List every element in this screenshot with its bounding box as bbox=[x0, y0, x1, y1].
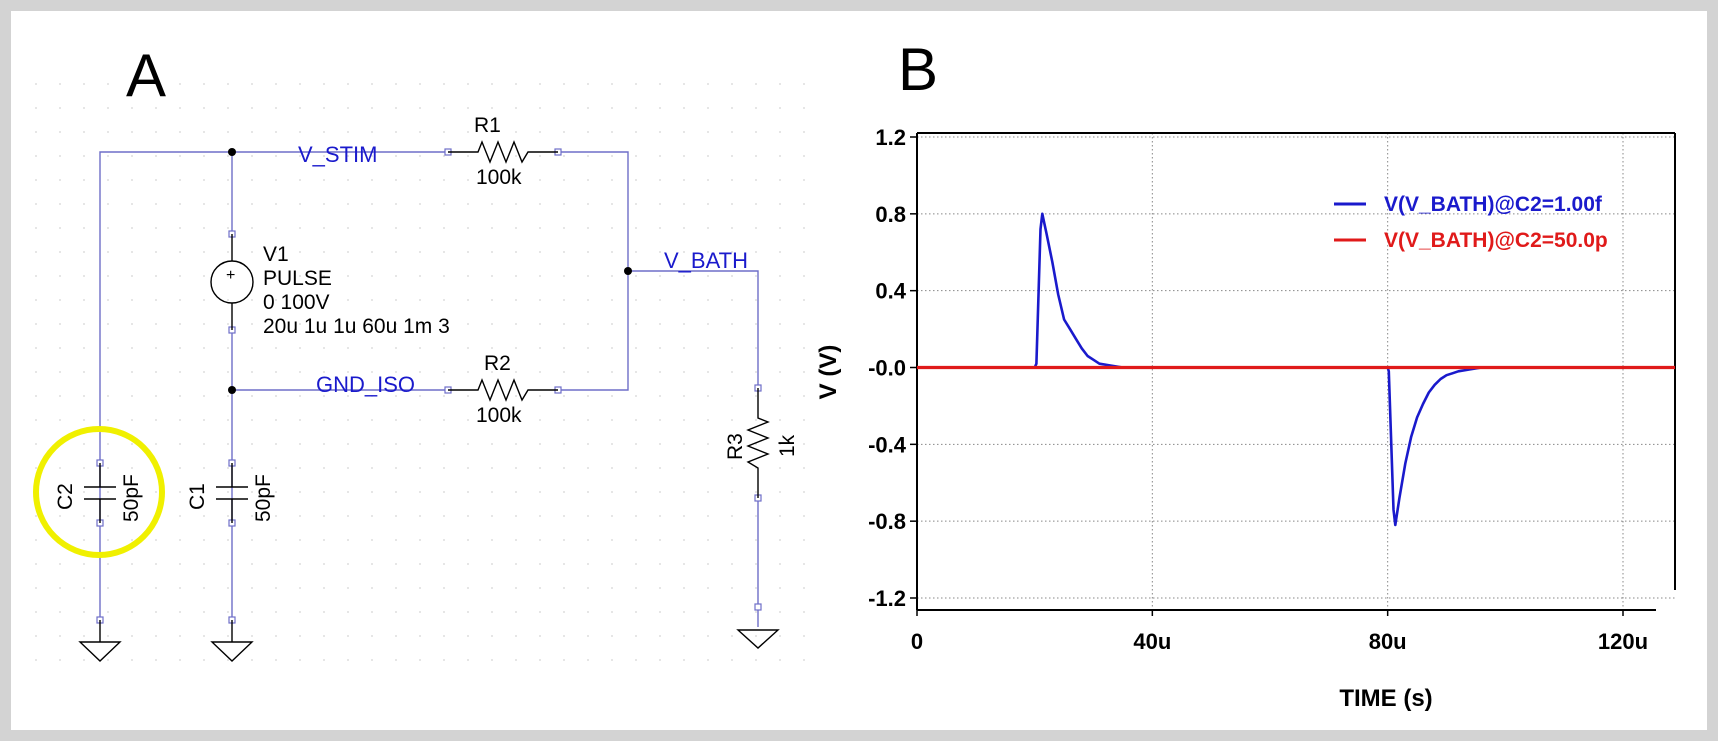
junction-dot bbox=[228, 148, 236, 156]
c1-value: 50pF bbox=[252, 474, 275, 522]
series-line bbox=[917, 212, 1623, 527]
x-tick-label: 0 bbox=[911, 629, 923, 654]
grounds bbox=[78, 620, 780, 662]
capacitor-c2: C2 50pF bbox=[54, 463, 143, 523]
voltage-source-v1: + V1 PULSE 0 100V 20u 1u 1u 60u 1m 3 bbox=[210, 234, 450, 338]
v1-line1: 0 100V bbox=[263, 291, 330, 314]
x-tick-label: 120u bbox=[1598, 629, 1648, 654]
y-tick-label: -0.0 bbox=[868, 356, 906, 381]
junctions bbox=[228, 148, 632, 394]
c2-name: C2 bbox=[54, 483, 77, 510]
v1-line2: 20u 1u 1u 60u 1m 3 bbox=[263, 315, 450, 338]
y-tick-label: -1.2 bbox=[868, 586, 906, 611]
r1-name: R1 bbox=[474, 114, 501, 137]
source-circle bbox=[210, 260, 254, 304]
c2-value: 50pF bbox=[120, 474, 143, 522]
pin bbox=[754, 603, 762, 611]
c1-name: C1 bbox=[186, 483, 209, 510]
net-label-v-stim: V_STIM bbox=[298, 142, 377, 167]
legend-label: V(V_BATH)@C2=50.0p bbox=[1384, 229, 1608, 252]
x-tick-label: 40u bbox=[1133, 629, 1171, 654]
resistor-r3: R3 1k bbox=[724, 388, 799, 498]
y-tick-label: -0.8 bbox=[868, 509, 906, 534]
highlight-circle bbox=[33, 426, 165, 558]
r2-name: R2 bbox=[484, 352, 511, 375]
junction-dot bbox=[624, 267, 632, 275]
panel-b-letter: B bbox=[898, 36, 938, 103]
wire-v-bath bbox=[628, 270, 759, 388]
v1-name: V1 bbox=[263, 243, 289, 266]
legend-label: V(V_BATH)@C2=1.00f bbox=[1384, 193, 1603, 216]
y-axis-label: V (V) bbox=[815, 345, 842, 400]
ground-icon bbox=[736, 629, 780, 649]
x-axis-label: TIME (s) bbox=[1339, 685, 1432, 712]
panel-a-letter: A bbox=[126, 42, 166, 109]
y-tick-label: 0.4 bbox=[875, 279, 906, 304]
capacitor-c1: C1 50pF bbox=[186, 463, 275, 523]
r3-value: 1k bbox=[776, 434, 799, 457]
y-tick-label: -0.4 bbox=[868, 432, 907, 457]
wire-v-stim bbox=[99, 151, 448, 620]
chart-panel: B 1.2 0.8 0.4 -0.0 -0.4 -0.8 -1.20 40u 80u 120u V … bbox=[815, 36, 1676, 712]
resistor-r2: R2 100k bbox=[448, 352, 558, 427]
junction-dot bbox=[228, 386, 236, 394]
net-label-v-bath: V_BATH bbox=[664, 248, 748, 273]
resistor-r1: R1 100k bbox=[448, 114, 558, 189]
net-label-gnd-iso: GND_ISO bbox=[316, 372, 415, 397]
schematic-panel: A bbox=[30, 42, 820, 680]
r3-name: R3 bbox=[724, 433, 747, 460]
schematic-wires bbox=[99, 151, 759, 627]
schematic-grid bbox=[30, 80, 820, 680]
chart: 1.2 0.8 0.4 -0.0 -0.4 -0.8 -1.20 40u 80u 120u V (V… bbox=[815, 125, 1676, 712]
x-tick-label: 80u bbox=[1369, 629, 1407, 654]
r1-value: 100k bbox=[476, 166, 522, 189]
y-tick-label: 0.8 bbox=[875, 202, 906, 227]
v1-type: PULSE bbox=[263, 267, 332, 290]
plus-icon: + bbox=[226, 267, 235, 284]
y-tick-label: 1.2 bbox=[875, 125, 906, 150]
r2-value: 100k bbox=[476, 404, 522, 427]
